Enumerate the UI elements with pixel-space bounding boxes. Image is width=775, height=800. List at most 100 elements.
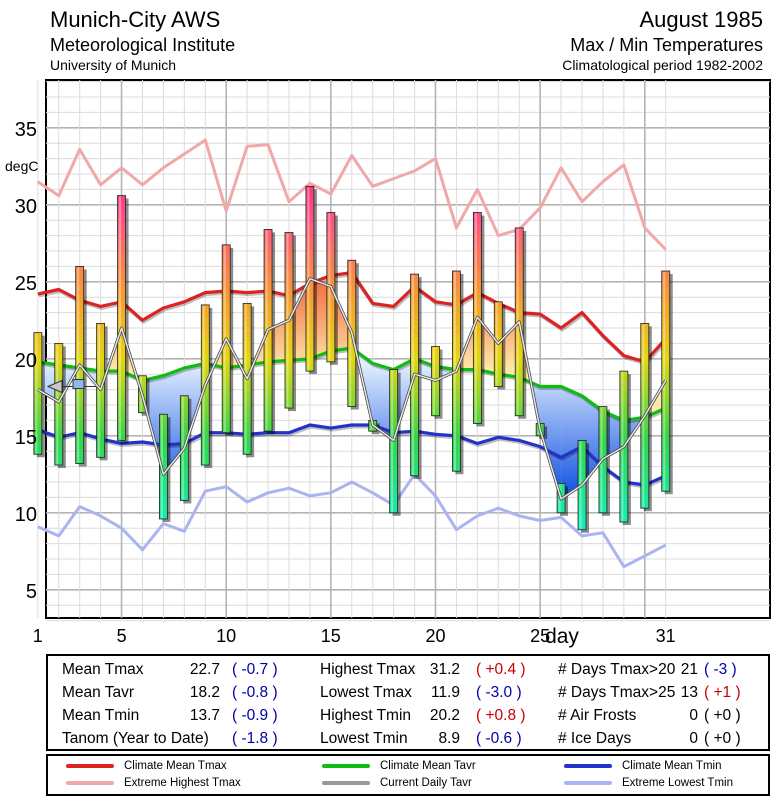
x-tick-label: 10 [216, 626, 236, 646]
stat-label: # Days Tmax>20 [558, 661, 676, 678]
current-tavr-line [37, 277, 667, 500]
stat-anomaly: ( -0.9 ) [232, 707, 278, 724]
legend-swatch [564, 781, 612, 785]
daily-temperature-bar [159, 413, 168, 520]
x-tick-label: 1 [33, 626, 43, 646]
institute-name: Meteorological Institute [50, 35, 236, 55]
x-tick-label: 25 [530, 626, 550, 646]
stat-anomaly: ( -3 ) [704, 661, 737, 678]
stat-value: 21 [680, 661, 698, 678]
daily-temperature-bar [54, 342, 64, 466]
stat-value: 13.7 [189, 707, 220, 724]
stat-label: # Days Tmax>25 [558, 684, 676, 701]
legend-swatch [564, 764, 612, 768]
daily-temperature-bar [117, 195, 126, 441]
x-tick-label: 15 [321, 626, 341, 646]
stat-label: # Air Frosts [558, 707, 637, 724]
warm-anomaly-area [330, 286, 352, 352]
legend-swatch [322, 764, 370, 768]
stat-anomaly: ( -1.8 ) [232, 730, 278, 747]
x-tick-label: 31 [656, 626, 676, 646]
station-title: Munich-City AWS [50, 7, 221, 32]
y-tick-label: 35 [15, 119, 37, 141]
stat-anomaly: ( +0 ) [704, 730, 741, 747]
stat-label: Mean Tmax [62, 661, 144, 678]
stat-value: 11.9 [430, 684, 460, 701]
bar-highlight [119, 196, 122, 440]
stat-value: 8.9 [438, 730, 460, 747]
bar-highlight [391, 370, 394, 512]
stats-row: Mean Tmax 22.7 ( -0.7 ) Highest Tmax 31.… [48, 661, 768, 683]
stat-value: 18.2 [189, 684, 220, 701]
stats-row: Mean Tmin 13.7 ( -0.9 ) Highest Tmin 20.… [48, 707, 768, 729]
y-tick-label: 30 [15, 196, 37, 218]
cold-anomaly-area [602, 411, 624, 459]
y-tick-label: 25 [15, 273, 37, 295]
legend-label: Climate Mean Tmin [622, 760, 722, 772]
stat-label: Lowest Tmax [320, 684, 412, 701]
warm-anomaly-area [477, 317, 499, 375]
stat-value: 31.2 [429, 661, 460, 678]
stat-value: 0 [689, 730, 698, 747]
stat-anomaly: ( -0.7 ) [232, 661, 278, 678]
extreme-lowest-tmin-line [37, 472, 667, 569]
cold-anomaly-area [184, 363, 206, 449]
stats-row: Tanom (Year to Date) ( -1.8 ) Lowest Tmi… [48, 730, 768, 752]
x-tick-label: 20 [425, 626, 445, 646]
warm-anomaly-area [309, 278, 331, 359]
bar-highlight [349, 261, 352, 406]
climatological-period: Climatological period 1982-2002 [562, 57, 763, 73]
legend-label: Extreme Highest Tmax [124, 777, 241, 789]
bar-highlight [495, 302, 498, 386]
stat-value: 0 [689, 707, 698, 724]
y-tick-label: 15 [15, 427, 37, 449]
legend-label: Climate Mean Tavr [380, 760, 476, 772]
extreme-lines [36, 138, 667, 569]
legend-swatch [322, 781, 370, 785]
y-axis-label: degC [5, 158, 38, 174]
chart-subtitle: Max / Min Temperatures [570, 35, 763, 55]
x-axis-label: day [545, 625, 579, 648]
bar-highlight [98, 324, 101, 457]
warm-anomaly-area [289, 278, 310, 361]
cold-anomaly-area [163, 368, 185, 475]
stats-row: Mean Tavr 18.2 ( -0.8 ) Lowest Tmax 11.9… [48, 684, 768, 706]
legend-label: Extreme Lowest Tmin [622, 777, 733, 789]
stat-value: 22.7 [189, 661, 220, 678]
month-title: August 1985 [639, 7, 763, 32]
stat-label: Tanom (Year to Date) [62, 730, 209, 747]
chart-legend: Climate Mean Tmax Extreme Highest Tmax C… [46, 754, 770, 796]
tanom-arrow-icon [46, 379, 63, 394]
stat-label: Highest Tmax [320, 661, 416, 678]
cold-anomaly-area [561, 386, 582, 499]
y-tick-label: 10 [15, 504, 37, 526]
warm-anomaly-area [498, 321, 520, 378]
stat-label: Highest Tmin [320, 707, 412, 724]
university-name: University of Munich [50, 57, 177, 73]
legend-swatch [66, 764, 114, 768]
statistics-panel: Mean Tmax 22.7 ( -0.7 ) Highest Tmax 31.… [46, 654, 770, 751]
stat-value: 20.2 [429, 707, 460, 724]
stat-anomaly: ( +0 ) [704, 707, 741, 724]
stat-anomaly: ( +0.8 ) [476, 707, 526, 724]
y-tick-label: 5 [26, 581, 37, 603]
stat-label: Lowest Tmin [320, 730, 408, 747]
bar-highlight [35, 333, 38, 454]
cold-anomaly-area [372, 363, 394, 441]
y-tick-label: 20 [15, 350, 37, 372]
stat-label: Mean Tavr [62, 684, 135, 701]
extreme-highest-tmax-line [36, 138, 667, 251]
warm-anomaly-area [268, 320, 289, 362]
tanom-box-icon [72, 379, 85, 390]
legend-swatch [66, 781, 114, 785]
stat-anomaly: ( -3.0 ) [476, 684, 522, 701]
stat-value: 13 [680, 684, 698, 701]
current-tavr-line [37, 277, 667, 501]
legend-label: Climate Mean Tmax [124, 760, 227, 772]
x-tick-label: 5 [117, 626, 127, 646]
cold-anomaly-area [540, 386, 562, 499]
stat-anomaly: ( +0.4 ) [476, 661, 526, 678]
stat-label: # Ice Days [558, 730, 632, 747]
